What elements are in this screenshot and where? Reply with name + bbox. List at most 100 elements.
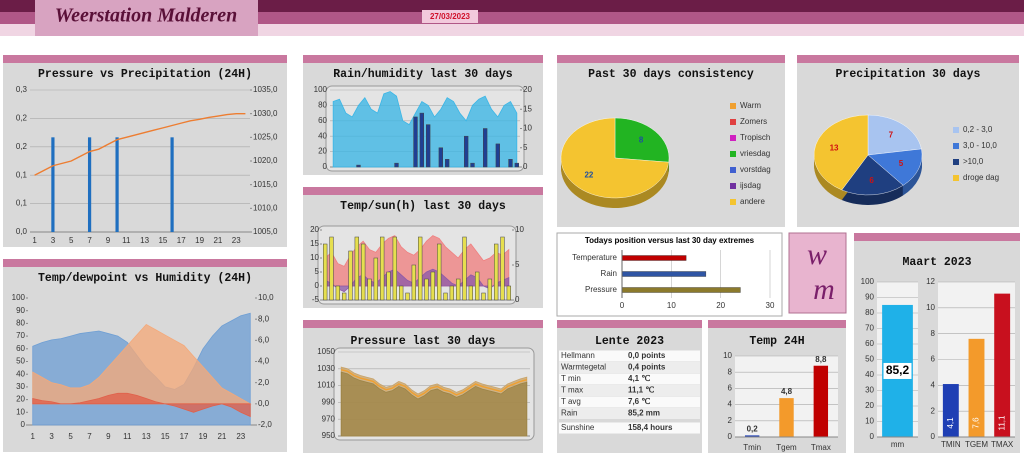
- row-value: 158,4 hours: [628, 423, 673, 432]
- table-row: [559, 373, 700, 385]
- line: [341, 368, 527, 398]
- y-tick-label: -2,0: [258, 420, 272, 429]
- bar: [468, 285, 473, 301]
- x-tick-label: 10: [667, 301, 676, 310]
- x-tick-label: 17: [177, 236, 186, 245]
- legend-swatch: [730, 119, 736, 125]
- y-tick-label: 60: [318, 116, 327, 125]
- area: [340, 371, 528, 437]
- legend-swatch: [953, 175, 959, 181]
- value-label: 7,6: [972, 417, 981, 429]
- bar: [813, 365, 829, 437]
- y-tick-label: 90: [865, 293, 874, 302]
- table-row: [559, 350, 700, 362]
- y-tick-label: 1025,0: [253, 132, 278, 141]
- table-row: [559, 422, 700, 434]
- legend-swatch: [730, 199, 736, 205]
- area: [32, 323, 252, 405]
- slice-label: 5: [899, 159, 904, 168]
- bar: [621, 287, 741, 293]
- y-tick-label: 8,0: [258, 314, 270, 323]
- pie-slice: [841, 154, 904, 196]
- x-tick-label: Tmax: [811, 443, 831, 452]
- y-tick-label: Rain: [601, 269, 617, 278]
- bar: [487, 278, 492, 301]
- bar: [323, 243, 328, 301]
- bar: [481, 292, 486, 301]
- row-label: Sunshine: [561, 423, 595, 432]
- row-value: 0,4 points: [628, 363, 666, 372]
- bar: [342, 292, 347, 301]
- date-box: [422, 10, 478, 23]
- legend-label: ijsdag: [740, 181, 761, 190]
- row-label: Hellmann: [561, 351, 595, 360]
- bar: [426, 124, 431, 168]
- bar: [494, 243, 499, 301]
- bar: [392, 236, 397, 301]
- slice-label: 7: [889, 130, 894, 139]
- y-tick-label: 0: [870, 432, 875, 441]
- x-tick-label: 7: [87, 432, 92, 441]
- x-tick-label: Tmin: [743, 443, 761, 452]
- panel-title: Pressure vs Precipitation (24H): [38, 68, 252, 81]
- panel-bar: [303, 55, 543, 63]
- y-tick-label: 90: [16, 306, 25, 315]
- y-tick-label: 40: [318, 131, 327, 140]
- y-tick-label: 2: [931, 406, 936, 415]
- bar: [361, 243, 366, 301]
- y-tick-label: 1050: [317, 347, 335, 356]
- y-tick-label: 20: [523, 85, 532, 94]
- bar: [994, 293, 1011, 437]
- row-value: 0,0 points: [628, 351, 666, 360]
- x-tick-label: 21: [213, 236, 222, 245]
- bar: [170, 137, 174, 232]
- value-label: 0,2: [747, 424, 759, 433]
- y-tick-label: 1005,0: [253, 227, 278, 236]
- legend-label: vriesdag: [740, 149, 770, 158]
- row-label: T max: [561, 386, 583, 395]
- panel-bar: [557, 320, 702, 328]
- bar: [394, 162, 399, 168]
- bar: [462, 236, 467, 301]
- y-tick-label: 950: [322, 431, 336, 440]
- y-tick-label: 0,1: [16, 199, 28, 208]
- x-tick-label: TMIN: [941, 440, 961, 449]
- y-tick-label: 0: [931, 432, 936, 441]
- legend-swatch: [730, 151, 736, 157]
- panel-bar: [3, 259, 287, 267]
- panel-bar: [3, 55, 287, 63]
- bar: [495, 143, 500, 168]
- x-tick-label: Tgem: [776, 443, 797, 452]
- x-tick-label: 20: [716, 301, 725, 310]
- logo-box: [788, 232, 847, 314]
- bar: [514, 162, 519, 168]
- bar: [115, 137, 119, 232]
- panel-title: Maart 2023: [902, 256, 971, 269]
- y-tick-label: 6,0: [258, 335, 270, 344]
- panel-bar: [708, 320, 846, 328]
- value-label: 11,1: [997, 415, 1006, 431]
- panel-title: Temp/sun(h) last 30 days: [340, 200, 506, 213]
- bar: [443, 292, 448, 301]
- y-tick-label: 30: [16, 382, 25, 391]
- y-tick-label: 80: [318, 101, 327, 110]
- panel-title: Temp 24H: [749, 335, 804, 348]
- y-tick-label: 10: [723, 351, 732, 360]
- y-tick-label: 5: [315, 267, 320, 276]
- bar: [456, 278, 461, 301]
- bar: [356, 164, 361, 168]
- x-tick-label: 23: [232, 236, 241, 245]
- row-label: Warmtegetal: [561, 363, 606, 372]
- x-tick-label: 19: [195, 236, 204, 245]
- panel-title: Pressure last 30 days: [351, 335, 496, 348]
- x-tick-label: 19: [199, 432, 208, 441]
- y-tick-label: 5: [515, 260, 520, 269]
- panel-title: Temp/dewpoint vs Humidity (24H): [38, 272, 252, 285]
- y-tick-label: 20: [318, 147, 327, 156]
- y-tick-label: 5: [523, 143, 528, 152]
- y-tick-label: 4: [931, 380, 936, 389]
- y-tick-label: 970: [322, 414, 336, 423]
- y-tick-label: 4,0: [258, 357, 270, 366]
- area: [332, 91, 518, 168]
- bar: [470, 162, 475, 168]
